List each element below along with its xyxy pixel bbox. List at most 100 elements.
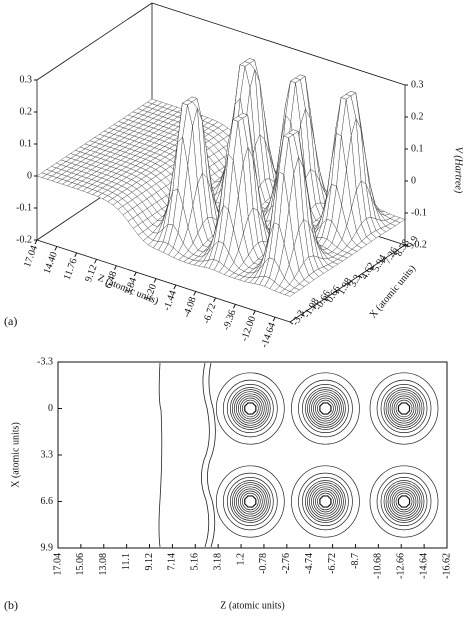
axis-title: X (atomic units) <box>10 422 21 488</box>
contour-line <box>207 362 216 548</box>
contour-line <box>241 399 259 418</box>
x-tick-label: 11.1 <box>121 553 132 570</box>
x-tick-label: 1.2 <box>235 553 246 566</box>
tick-mark <box>381 259 386 263</box>
contour-line <box>315 490 336 513</box>
contour-line <box>291 372 360 445</box>
well-contours <box>369 465 439 538</box>
x-tick-label: -2.76 <box>281 553 292 574</box>
tick-mark <box>324 298 328 302</box>
contour-line <box>239 397 261 420</box>
contour-line <box>313 488 338 515</box>
contour-line <box>215 372 285 445</box>
contour-line <box>313 395 338 422</box>
x-tick-label: -1.44 <box>161 289 178 312</box>
tick-mark <box>404 244 409 248</box>
tick-mark <box>289 321 294 325</box>
y-tick-label: 0.3 <box>411 79 424 90</box>
contour-line <box>389 393 419 424</box>
x-tick-label: -8.7 <box>350 553 361 569</box>
y-tick-label: 0.2 <box>20 106 33 117</box>
y-tick-label: 9.9 <box>41 542 54 553</box>
axis-line <box>36 239 291 323</box>
contour-line <box>235 393 265 424</box>
y-tick-label: 6.6 <box>41 496 54 507</box>
contour-line <box>389 486 419 517</box>
x-tick-label: -16.62 <box>441 553 452 579</box>
tick-mark <box>193 291 197 296</box>
y-tick-label: -3.3 <box>37 356 53 367</box>
y-tick-label: -0.2 <box>16 234 32 245</box>
y-tick-label: 0.3 <box>20 74 33 85</box>
tick-mark <box>34 239 38 245</box>
contour-line <box>397 402 411 415</box>
tick-mark <box>213 297 217 303</box>
contour-line <box>319 402 332 415</box>
y-tick-label: 0 <box>411 175 416 186</box>
y-tick-label: 0.2 <box>411 111 424 122</box>
contour-line <box>369 465 439 538</box>
tick-mark <box>335 290 340 294</box>
x-tick-label: -9.36 <box>221 308 238 331</box>
contour-line <box>309 484 342 519</box>
x-tick-label: -14.64 <box>418 553 429 579</box>
contour-line <box>233 484 267 519</box>
tick-mark <box>232 304 236 309</box>
contour-line <box>229 387 271 430</box>
well-contours <box>291 372 360 445</box>
contour-line <box>241 492 259 511</box>
frame-line <box>151 2 406 86</box>
frame-line <box>36 2 153 81</box>
tick-mark <box>133 271 137 277</box>
contour-line <box>237 395 263 422</box>
contour-line <box>315 397 336 420</box>
contour-line <box>387 484 421 519</box>
contour-line <box>317 492 334 511</box>
tick-mark <box>113 265 117 270</box>
contour-line <box>307 389 344 428</box>
contour-line <box>239 490 261 513</box>
x-tick-label: -4.08 <box>181 296 198 319</box>
well-contours <box>369 372 439 445</box>
contour-line <box>229 480 271 523</box>
contour-line <box>222 472 278 531</box>
x-tick-label: -10.68 <box>373 553 384 579</box>
tick-mark <box>301 313 305 317</box>
contour-line <box>376 472 432 531</box>
y-tick-label: -0.1 <box>411 207 427 218</box>
y-tick-label: 0.1 <box>411 143 424 154</box>
contour-line <box>201 362 210 548</box>
tick-mark <box>312 306 317 310</box>
contour-line <box>391 395 417 422</box>
surface-cell <box>284 291 296 297</box>
contour-line <box>305 387 346 430</box>
contour-line <box>222 379 278 438</box>
contour-line <box>380 477 428 527</box>
z-tick-label: 9.9 <box>405 234 421 250</box>
contour-line <box>383 480 425 523</box>
well-contours <box>215 465 285 538</box>
tick-mark <box>358 275 363 279</box>
contour-line <box>215 465 285 538</box>
contour-line <box>385 389 423 428</box>
x-tick-label: -14.64 <box>259 321 278 349</box>
y-tick-label: 0.1 <box>20 138 33 149</box>
tick-mark <box>370 267 374 271</box>
x-tick-label: 14.40 <box>42 250 60 275</box>
y-tick-label: 0 <box>27 170 32 181</box>
contour-line <box>309 391 342 426</box>
contour-panel: -3.3 0 3.3 6.6 9.917.04 15.06 13.08 11.1 9.12 7.1… <box>10 356 452 611</box>
y-tick-label: -0.1 <box>16 202 32 213</box>
x-tick-label: 3.18 <box>212 553 223 571</box>
tick-mark <box>272 316 276 322</box>
tick-mark <box>153 278 157 283</box>
contour-line <box>385 482 423 521</box>
x-tick-label: -6.72 <box>201 302 218 325</box>
contour-line <box>231 389 269 428</box>
x-tick-label: 9.12 <box>144 553 155 571</box>
x-tick-label: 5.16 <box>190 553 201 571</box>
contour-line <box>302 477 349 527</box>
contour-line <box>226 477 274 527</box>
contour-line <box>380 384 428 434</box>
contour-line <box>395 492 413 511</box>
